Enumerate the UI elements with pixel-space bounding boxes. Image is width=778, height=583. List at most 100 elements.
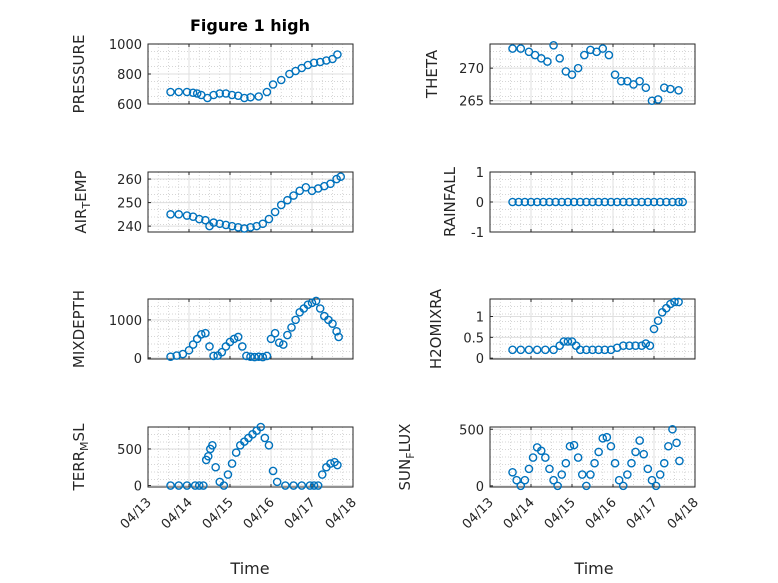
data-point-h2omixra [588, 345, 597, 355]
data-point-h2omixra [524, 345, 534, 355]
data-point-terr-msl [256, 422, 266, 432]
x-tick-label-terr-msl: 04/16 [241, 495, 278, 532]
data-point-mixdepth [311, 296, 321, 306]
x-tick-label-sun-flux: 04/18 [665, 495, 702, 532]
data-point-h2omixra [508, 345, 517, 355]
data-point-sun-flux [672, 438, 681, 448]
data-point-theta [653, 95, 663, 104]
axes-frame-theta [489, 43, 696, 105]
y-tick-label-air-temp: 240 [117, 220, 142, 235]
data-point-theta [573, 63, 583, 73]
data-point-mixdepth [184, 345, 194, 355]
data-point-pressure [322, 56, 331, 65]
data-point-terr-msl [194, 481, 204, 490]
axes-frame-air-temp [147, 171, 354, 233]
data-point-h2omixra [670, 297, 679, 307]
x-tick-label-terr-msl: 04/14 [159, 495, 196, 532]
data-point-h2omixra [516, 345, 526, 355]
ylabel-terr-msl: TERRMSL [70, 423, 91, 492]
data-point-sun-flux [614, 475, 624, 485]
data-point-mixdepth [315, 304, 325, 313]
data-point-pressure [166, 87, 175, 97]
data-point-h2omixra [549, 345, 558, 355]
data-point-air-temp [283, 195, 292, 205]
data-point-mixdepth [166, 352, 175, 362]
data-point-h2omixra [657, 308, 667, 317]
data-point-mixdepth [278, 340, 288, 349]
data-point-mixdepth [246, 352, 255, 362]
data-point-theta [567, 70, 577, 79]
data-point-h2omixra [666, 299, 675, 309]
data-point-theta [674, 86, 683, 95]
data-point-theta [555, 54, 565, 63]
data-point-terr-msl [166, 481, 175, 490]
data-point-rainfall [520, 197, 530, 207]
data-point-rainfall [575, 197, 585, 207]
data-point-mixdepth [192, 334, 202, 344]
data-point-pressure [262, 87, 272, 97]
data-point-rainfall [563, 197, 573, 207]
data-point-mixdepth [205, 342, 214, 351]
data-point-theta [508, 44, 517, 53]
data-point-terr-msl [208, 440, 217, 450]
data-point-theta [516, 44, 526, 53]
data-point-h2omixra [582, 345, 591, 355]
data-point-mixdepth [242, 351, 251, 361]
data-point-mixdepth [233, 332, 243, 342]
data-point-pressure [333, 50, 342, 59]
data-point-air-temp [209, 218, 218, 227]
data-point-mixdepth [303, 300, 313, 309]
data-point-mixdepth [254, 352, 264, 362]
subplot-pressure: 600 800 1000 PRESSURE [70, 35, 354, 113]
data-point-air-temp [174, 210, 184, 219]
data-point-terr-msl [260, 433, 270, 443]
data-point-pressure [246, 92, 255, 102]
data-point-rainfall [526, 197, 536, 207]
data-point-terr-msl [219, 481, 229, 490]
data-point-sun-flux [545, 464, 554, 474]
data-point-theta [604, 50, 614, 60]
data-point-rainfall [662, 197, 671, 207]
data-point-terr-msl [231, 448, 241, 457]
data-point-air-temp [166, 210, 175, 219]
data-point-h2omixra [532, 345, 542, 355]
y-tick-label-h2omixra: 1 [476, 311, 484, 326]
data-point-theta [635, 76, 644, 86]
data-point-h2omixra [653, 316, 663, 325]
data-point-rainfall [618, 197, 628, 207]
y-tick-label-rainfall: 1 [476, 166, 484, 181]
data-point-terr-msl [309, 481, 319, 490]
data-point-sun-flux [569, 440, 579, 450]
data-point-air-temp [227, 221, 237, 231]
data-point-sun-flux [639, 449, 649, 459]
data-point-mixdepth [221, 342, 231, 351]
data-point-rainfall [649, 197, 659, 207]
data-point-sun-flux [606, 441, 616, 451]
y-tick-label-mixdepth: 1000 [109, 314, 142, 329]
data-point-terr-msl [272, 477, 282, 487]
data-point-sun-flux [557, 470, 567, 479]
data-point-rainfall [600, 197, 610, 207]
data-point-theta [543, 57, 552, 66]
subplot-mixdepth: 0 1000 MIXDEPTH [70, 290, 354, 368]
x-tick-label-sun-flux: 04/15 [542, 495, 579, 532]
data-point-h2omixra [541, 345, 550, 355]
data-point-mixdepth [172, 351, 181, 360]
y-tick-label-theta: 270 [459, 62, 484, 77]
x-tick-label-sun-flux: 04/17 [624, 495, 661, 532]
data-point-air-temp [270, 207, 280, 217]
data-point-mixdepth [287, 323, 296, 332]
data-point-rainfall [582, 197, 591, 207]
data-point-air-temp [215, 219, 225, 229]
data-point-mixdepth [237, 342, 247, 351]
data-point-air-temp [201, 215, 210, 225]
data-point-h2omixra [618, 341, 628, 350]
y-tick-label-theta: 265 [459, 95, 484, 110]
data-point-rainfall [508, 197, 517, 207]
data-point-sun-flux [618, 481, 628, 491]
data-point-mixdepth [188, 340, 198, 349]
y-tick-label-rainfall: -1 [471, 226, 484, 241]
x-tick-label-terr-msl: 04/15 [200, 495, 237, 532]
data-point-rainfall [668, 197, 677, 207]
